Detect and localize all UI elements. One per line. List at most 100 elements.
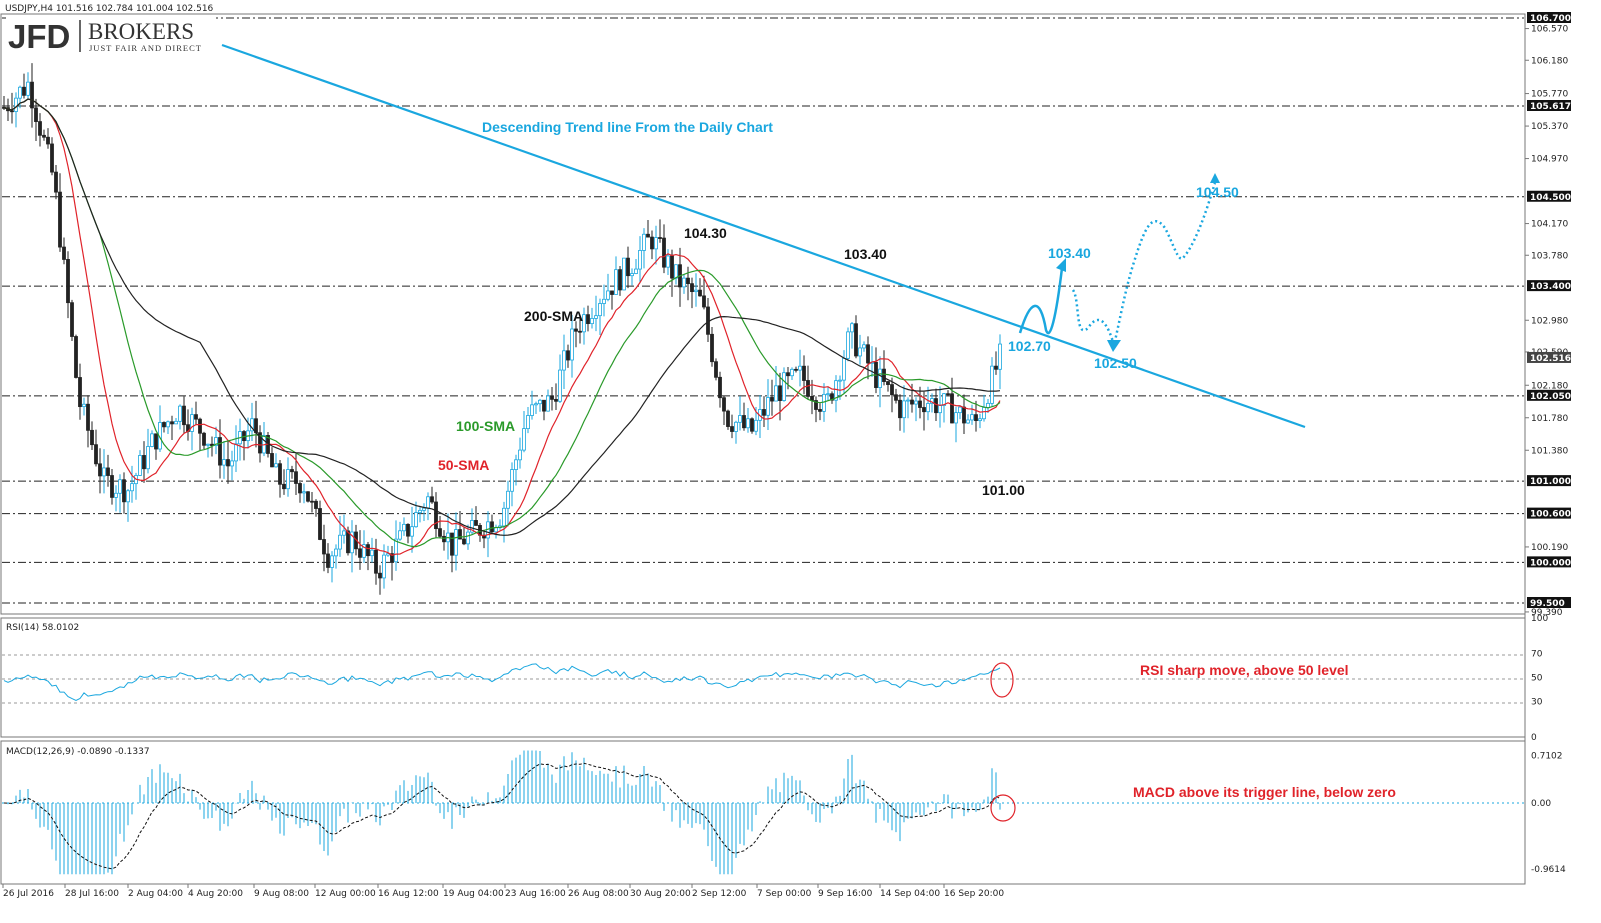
candle-body [790,368,794,377]
price-tag-5 [1527,389,1571,401]
macd-header: MACD(12,26,9) -0.0890 -0.1337 [6,747,150,757]
candle-body [90,429,94,446]
candle-body [414,512,418,528]
candle-body [598,303,602,317]
candle-body [990,365,994,404]
candle-body [986,402,990,408]
candle-body [62,246,66,260]
target-label-1: 102.70 [1008,338,1051,354]
candle-body [234,443,238,462]
time-tick-0: 26 Jul 2016 [3,889,54,899]
candle-body [406,523,410,537]
candle-body [54,171,58,193]
candle-body [622,257,626,291]
candle-body [998,343,1002,370]
price-tick-6: 103.780 [1531,251,1568,261]
candle-body [510,469,514,492]
candle-body [718,376,722,399]
candle-body [966,419,970,424]
candle-body [926,403,930,413]
candle-body [390,553,394,563]
descending-trendline [221,43,1306,429]
candle-body [142,455,146,470]
macd-note: MACD above its trigger line, below zero [1133,784,1396,800]
candle-body [38,121,42,136]
macd-axis: 0.7102 0.00 -0.9614 [1531,752,1566,875]
jfd-brokers-logo: JFD BROKERS JUST FAIR AND DIRECT [6,15,216,55]
price-tag-label-9: 99.500 [1530,599,1565,609]
rsi-note: RSI sharp move, above 50 level [1140,662,1349,678]
candle-body [562,350,566,371]
price-tick-0: 106.570 [1531,25,1568,35]
candle-body [314,500,318,509]
candle-body [294,471,298,484]
price-tick-2: 105.770 [1531,90,1568,100]
price-tag-label-2: 104.500 [1530,193,1571,203]
macd-tick-2: -0.9614 [1531,865,1566,875]
candle-body [138,455,142,476]
time-tick-6: 16 Aug 12:00 [378,889,439,899]
price-tag-7 [1527,507,1571,519]
time-tick-4: 9 Aug 08:00 [254,889,309,899]
macd-histogram [7,750,1001,875]
candle-body [190,414,194,432]
candle-body [434,501,438,530]
candle-body [378,572,382,579]
price-tag-label-0: 106.700 [1530,14,1571,24]
candle-body [110,475,114,498]
candle-body [322,539,326,555]
candle-body [898,399,902,419]
price-tag-label-8: 100.000 [1530,558,1571,568]
candle-body [942,393,946,406]
price-tick-5: 104.170 [1531,220,1568,230]
candle-body [394,538,398,563]
candle-body [22,86,26,96]
candle-body [750,418,754,432]
projection-path [1018,173,1220,352]
candle-body [334,548,338,557]
price-tag-3 [1527,280,1571,292]
candle-body [534,403,538,406]
time-tick-12: 7 Sep 00:00 [757,889,812,899]
candle-body [462,538,466,545]
price-tag-0 [1527,12,1571,23]
candle-body [950,393,954,424]
target-label-2: 103.40 [1048,245,1091,261]
candle-body [178,405,182,422]
candle-body [430,496,434,503]
candle-body [654,237,658,250]
candle-body [954,412,958,424]
candle-body [834,380,838,401]
candle-body [410,526,414,537]
price-tick-3: 105.370 [1531,122,1568,132]
candle-body [774,385,778,402]
price-tag-label-4: 102.516 [1530,354,1571,364]
candle-body [154,433,158,450]
candle-body [546,395,550,412]
candle-body [106,467,110,476]
candle-body [710,333,714,363]
candle-body [10,110,14,113]
candle-body [418,509,422,513]
price-tag-1 [1527,99,1571,111]
candle-body [862,344,866,349]
candle-body [946,393,950,396]
macd-tick-0: 0.7102 [1531,752,1563,762]
candle-body [830,393,834,401]
candle-body [310,500,314,503]
candle-body [474,520,478,526]
candle-body [398,530,402,540]
candle-body [226,459,230,467]
candle-body [690,283,694,293]
time-tick-9: 26 Aug 08:00 [568,889,629,899]
candle-body [586,314,590,325]
candle-body [610,290,614,295]
candle-body [742,415,746,429]
candle-body [526,415,530,430]
candle-body [230,460,234,467]
trendline-label: Descending Trend line From the Daily Cha… [482,119,773,135]
candle-body [814,400,818,410]
candle-body [130,483,134,492]
price-tag-label-7: 100.600 [1530,510,1571,520]
candle-body [558,369,562,402]
